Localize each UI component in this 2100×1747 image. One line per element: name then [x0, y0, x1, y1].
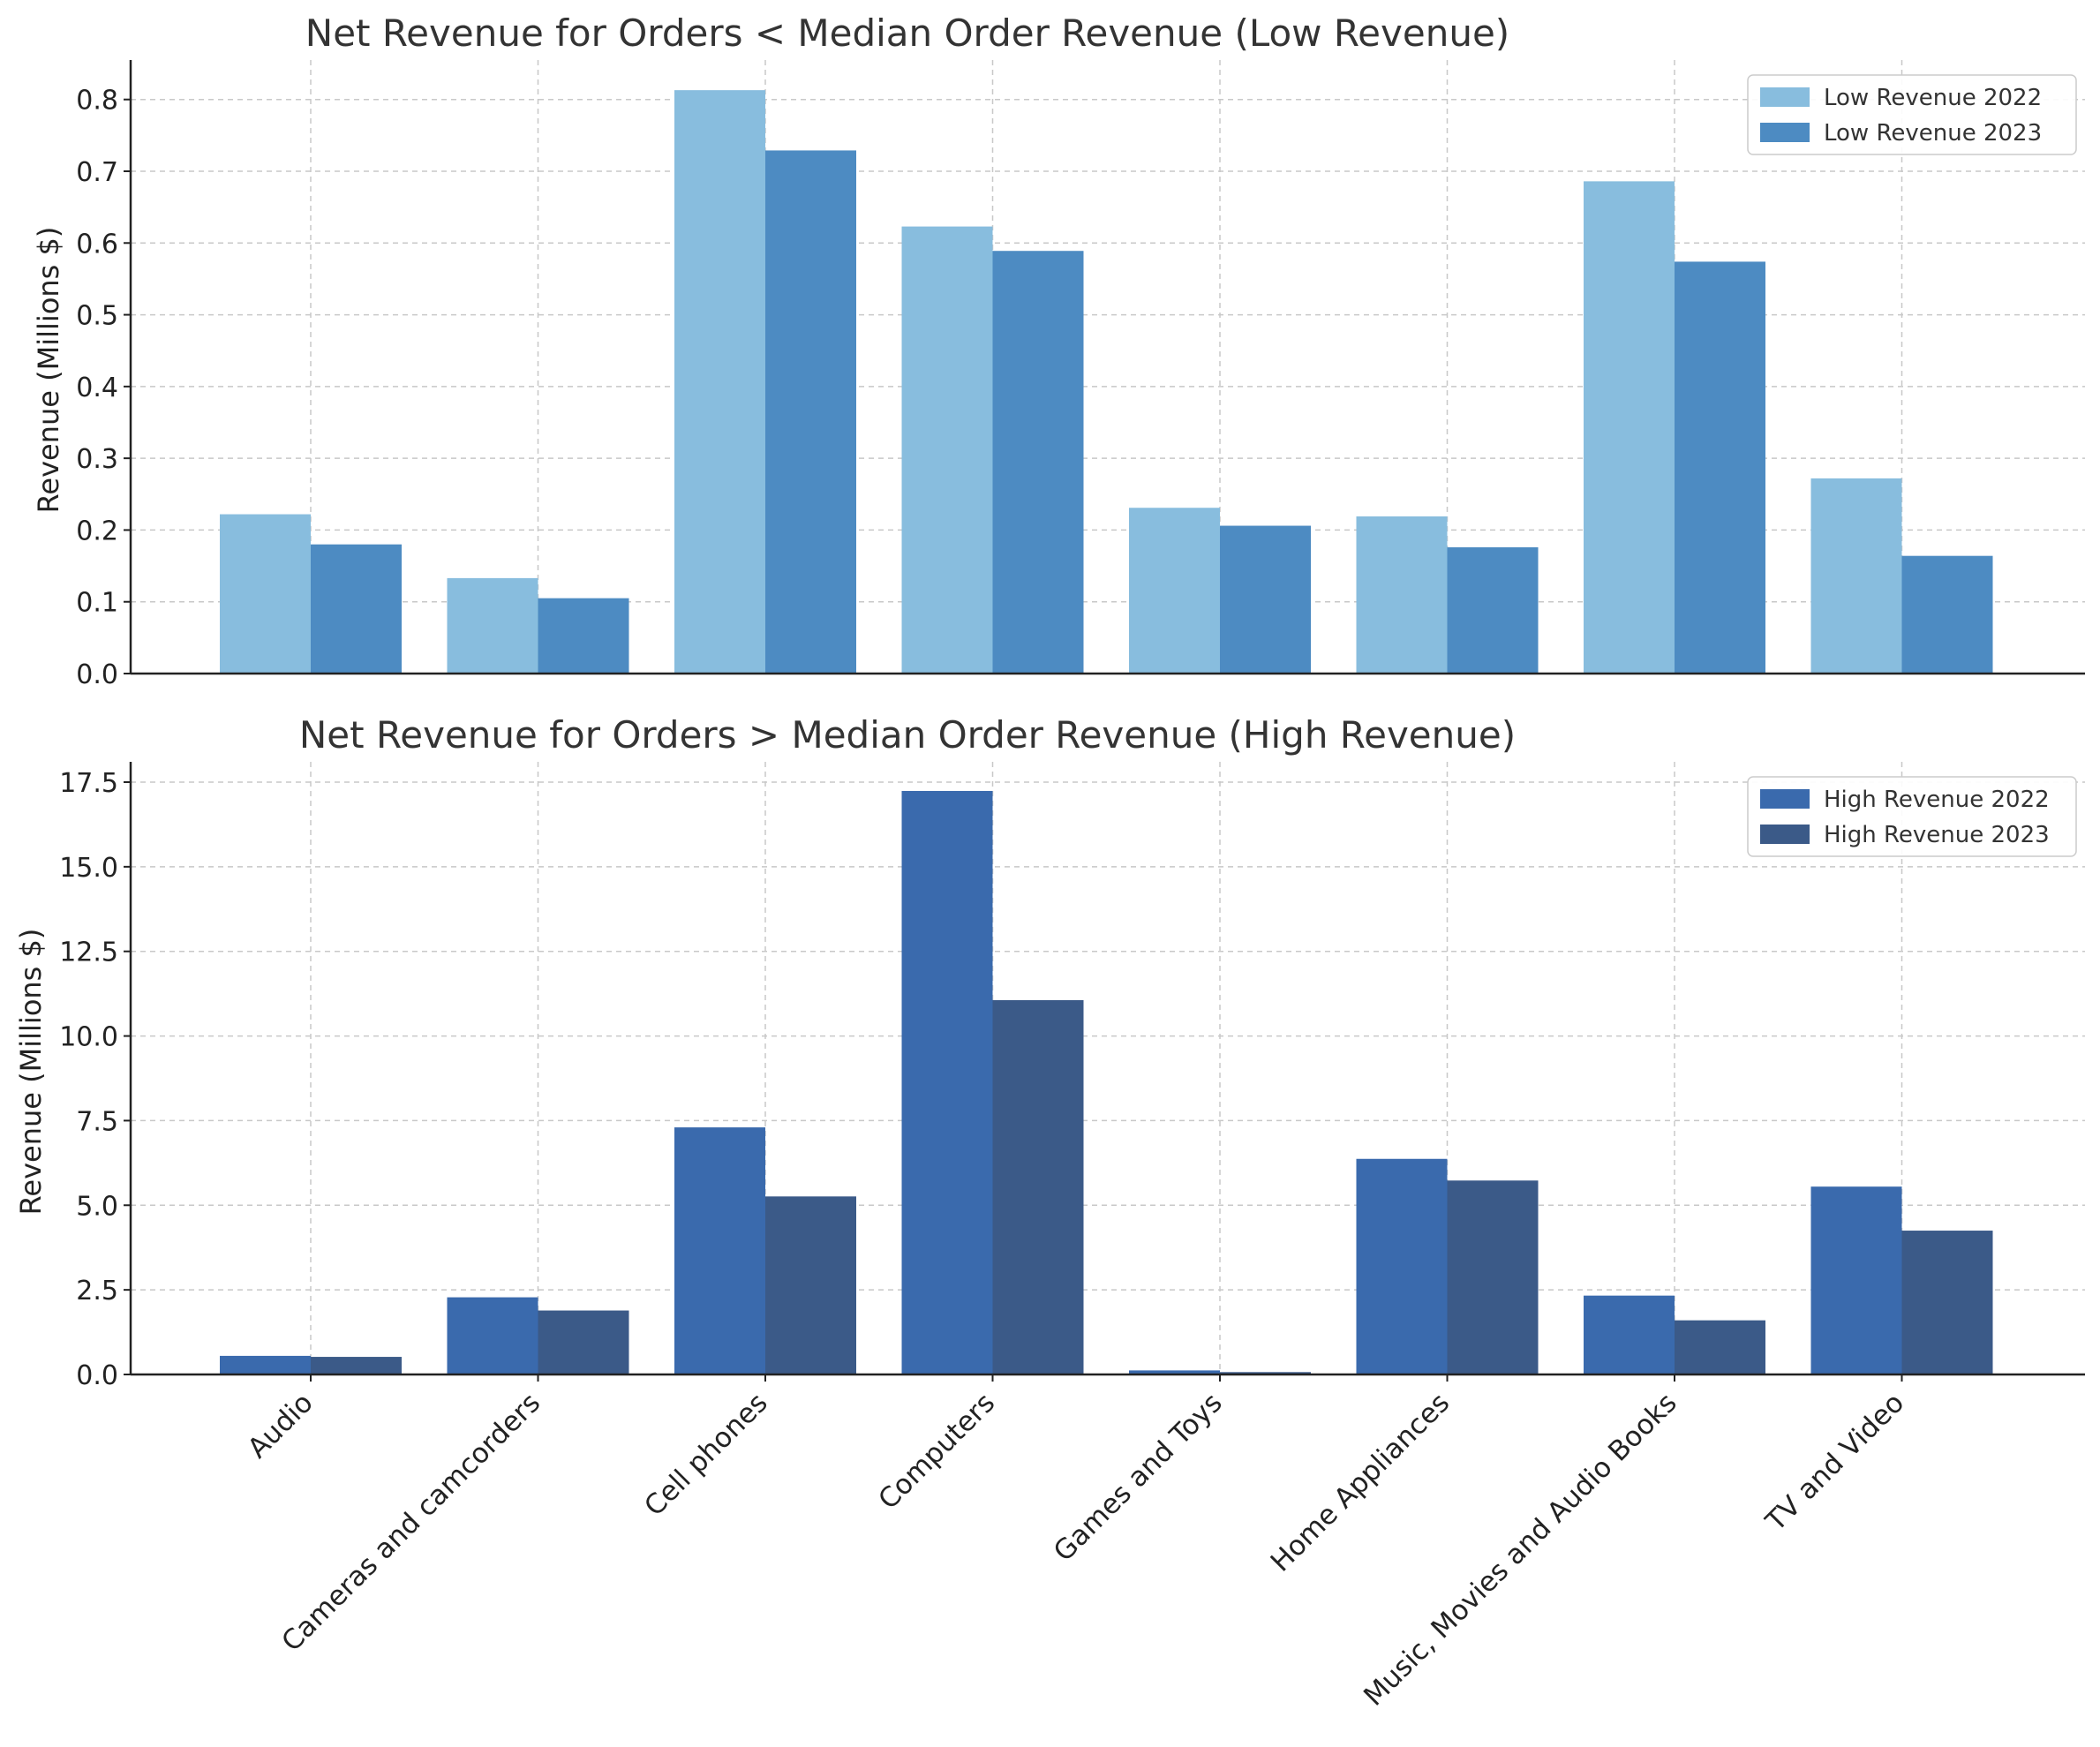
- low-revenue-chart: Net Revenue for Orders < Median Order Re…: [32, 11, 2085, 690]
- legend-swatch: [1760, 789, 1810, 809]
- high-revenue-bar: [1584, 1295, 1675, 1374]
- low-revenue-bar: [1584, 181, 1675, 674]
- y-tick-label: 0.2: [76, 516, 118, 546]
- high-revenue-y-axis-label: Revenue (Millions $): [14, 929, 48, 1216]
- legend-label: High Revenue 2023: [1824, 822, 2050, 848]
- low-revenue-bar: [1220, 525, 1311, 674]
- high-revenue-bar: [1810, 1186, 1902, 1374]
- y-tick-label: 0.0: [76, 659, 118, 690]
- legend-swatch: [1760, 825, 1810, 844]
- y-tick-label: 0.1: [76, 588, 118, 619]
- y-tick-label: 7.5: [76, 1106, 118, 1137]
- y-tick-label: 0.0: [76, 1360, 118, 1391]
- high-revenue-bar: [538, 1310, 629, 1374]
- x-tick-label: Cell phones: [638, 1387, 773, 1522]
- high-revenue-bar: [1901, 1231, 1993, 1374]
- low-revenue-y-axis-label: Revenue (Millions $): [32, 227, 65, 514]
- high-revenue-bar: [311, 1357, 402, 1374]
- legend-label: Low Revenue 2022: [1824, 85, 2042, 111]
- legend-swatch: [1760, 123, 1810, 142]
- low-revenue-chart-title: Net Revenue for Orders < Median Order Re…: [305, 11, 1509, 55]
- low-revenue-bar: [447, 577, 538, 674]
- x-tick-label: Home Appliances: [1265, 1387, 1456, 1578]
- low-revenue-bar: [1447, 546, 1539, 674]
- y-tick-label: 0.3: [76, 444, 118, 475]
- y-tick-label: 17.5: [59, 768, 118, 799]
- y-tick-label: 0.4: [76, 373, 118, 403]
- y-tick-label: 10.0: [59, 1022, 118, 1053]
- y-tick-label: 0.8: [76, 86, 118, 117]
- y-tick-label: 5.0: [76, 1191, 118, 1222]
- low-revenue-bar: [1675, 261, 1765, 674]
- legend-box: [1747, 776, 2077, 857]
- y-tick-label: 0.6: [76, 229, 118, 260]
- x-tick-label: TV and Video: [1759, 1387, 1910, 1538]
- low-revenue-bar: [674, 90, 765, 674]
- legend-swatch: [1760, 87, 1810, 107]
- high-revenue-bar: [992, 999, 1084, 1374]
- low-revenue-bar: [1129, 508, 1220, 674]
- y-tick-label: 12.5: [59, 938, 118, 968]
- low-revenue-bar: [1901, 555, 1993, 674]
- x-tick-label: Audio: [242, 1387, 320, 1465]
- y-tick-label: 2.5: [76, 1276, 118, 1306]
- y-tick-label: 0.5: [76, 301, 118, 332]
- low-revenue-bar: [992, 251, 1084, 674]
- high-revenue-bar: [1129, 1370, 1220, 1374]
- low-revenue-bar: [1356, 516, 1448, 674]
- low-revenue-bar: [1810, 478, 1902, 674]
- legend-label: Low Revenue 2023: [1824, 120, 2042, 147]
- high-revenue-bar: [674, 1127, 765, 1374]
- x-tick-label: Computers: [872, 1387, 1001, 1516]
- high-revenue-bar: [220, 1355, 311, 1374]
- high-revenue-bar: [447, 1297, 538, 1374]
- high-revenue-bar: [901, 790, 993, 1374]
- high-revenue-bar: [1675, 1320, 1765, 1374]
- high-revenue-bar: [1220, 1372, 1311, 1374]
- low-revenue-legend: Low Revenue 2022 Low Revenue 2023: [1747, 74, 2077, 155]
- y-tick-label: 0.7: [76, 157, 118, 188]
- low-revenue-bar: [220, 514, 311, 674]
- low-revenue-bar: [765, 150, 856, 674]
- high-revenue-bar: [1356, 1158, 1448, 1374]
- low-revenue-bar: [538, 598, 629, 674]
- y-tick-label: 15.0: [59, 853, 118, 884]
- high-revenue-bar: [765, 1196, 856, 1374]
- low-revenue-bar: [311, 544, 402, 674]
- high-revenue-chart: Net Revenue for Orders > Median Order Re…: [14, 713, 2085, 1713]
- legend-box: [1747, 74, 2077, 155]
- legend-label: High Revenue 2022: [1824, 787, 2050, 813]
- x-tick-label: Cameras and camcorders: [275, 1387, 546, 1658]
- high-revenue-chart-title: Net Revenue for Orders > Median Order Re…: [299, 713, 1516, 757]
- high-revenue-legend: High Revenue 2022 High Revenue 2023: [1747, 776, 2077, 857]
- x-tick-label: Games and Toys: [1048, 1387, 1229, 1568]
- high-revenue-bar: [1447, 1180, 1539, 1374]
- low-revenue-bar: [901, 226, 993, 674]
